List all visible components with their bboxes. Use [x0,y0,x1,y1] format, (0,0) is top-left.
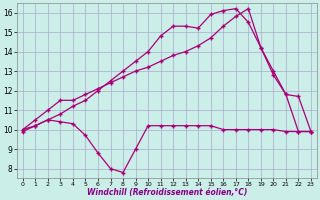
X-axis label: Windchill (Refroidissement éolien,°C): Windchill (Refroidissement éolien,°C) [87,188,247,197]
